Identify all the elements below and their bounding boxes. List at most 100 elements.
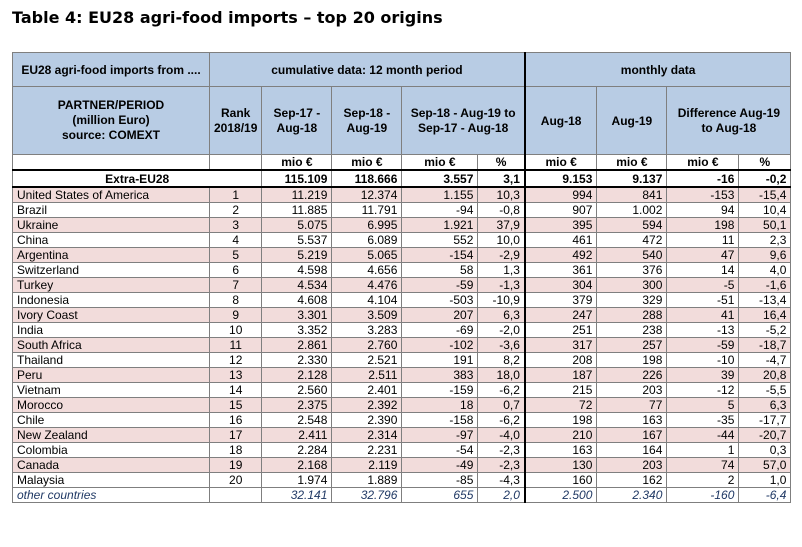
country-value: 2.861 xyxy=(261,337,333,353)
country-value: 10,4 xyxy=(738,202,792,218)
country-value: -6,2 xyxy=(477,412,526,428)
extra-eu28-value: -16 xyxy=(666,169,740,188)
country-name: Chile xyxy=(12,412,210,428)
country-value: 207 xyxy=(401,307,479,323)
country-rank: 3 xyxy=(208,217,263,233)
extra-eu28-row: Extra-EU28 115.109 118.666 3.557 3,1 9.153 9.1… xyxy=(11,169,792,188)
country-value: 5.219 xyxy=(261,247,333,263)
country-value: 208 xyxy=(523,352,598,368)
rank-header: Rank 2018/19 xyxy=(208,86,263,155)
country-value: -503 xyxy=(401,292,479,308)
country-value: -5,2 xyxy=(738,322,792,338)
partner-line-1: PARTNER/PERIOD xyxy=(57,98,165,112)
country-value: 11 xyxy=(666,232,740,248)
country-value: -94 xyxy=(401,202,479,218)
country-value: 841 xyxy=(596,186,668,203)
country-value: 317 xyxy=(523,337,598,353)
country-value: 72 xyxy=(523,397,598,413)
unit-label: % xyxy=(738,154,792,171)
table-row: Turkey 7 4.534 4.476 -59 -1,3 304 300 -5 -1,6 xyxy=(12,277,792,293)
country-rank: 13 xyxy=(208,367,263,383)
country-value: 2.560 xyxy=(261,382,333,398)
table-row: Vietnam 14 2.560 2.401 -159 -6,2 215 203 -12 -5,5 xyxy=(12,382,792,398)
country-value: 58 xyxy=(401,262,479,278)
country-value: 1.921 xyxy=(401,217,479,233)
extra-eu28-value: 9.153 xyxy=(523,169,598,188)
country-value: 238 xyxy=(596,322,668,338)
country-value: 257 xyxy=(596,337,668,353)
country-value: 1,3 xyxy=(477,262,526,278)
other-countries-value: -6,4 xyxy=(738,487,792,503)
country-value: -159 xyxy=(401,382,479,398)
rank-line-2: 2018/19 xyxy=(214,120,258,135)
country-rank: 15 xyxy=(208,397,263,413)
imports-table: EU28 agri-food imports from .... cumulat… xyxy=(11,52,792,503)
country-rank: 8 xyxy=(208,292,263,308)
country-value: -4,7 xyxy=(738,352,792,368)
country-value: 361 xyxy=(523,262,598,278)
country-value: 4.534 xyxy=(261,277,333,293)
country-value: 594 xyxy=(596,217,668,233)
country-value: 2.390 xyxy=(331,412,403,428)
country-value: 383 xyxy=(401,367,479,383)
country-rank: 12 xyxy=(208,352,263,368)
other-countries-label: other countries xyxy=(12,487,210,503)
country-value: -51 xyxy=(666,292,740,308)
country-value: 198 xyxy=(523,412,598,428)
country-value: 50,1 xyxy=(738,217,792,233)
country-value: 210 xyxy=(523,427,598,443)
country-value: -5 xyxy=(666,277,740,293)
extra-eu28-value: 3,1 xyxy=(477,169,526,188)
unit-spacer xyxy=(12,154,210,171)
country-value: 994 xyxy=(523,186,598,203)
country-value: 163 xyxy=(523,442,598,458)
country-value: 4.656 xyxy=(331,262,403,278)
country-value: -49 xyxy=(401,457,479,473)
country-value: 6,3 xyxy=(477,307,526,323)
country-rank: 17 xyxy=(208,427,263,443)
country-value: 2.128 xyxy=(261,367,333,383)
country-value: 1 xyxy=(666,442,740,458)
unit-label: mio € xyxy=(331,154,403,171)
country-value: 2.375 xyxy=(261,397,333,413)
unit-label: mio € xyxy=(523,154,598,171)
country-value: 2.284 xyxy=(261,442,333,458)
country-value: 379 xyxy=(523,292,598,308)
table-row: Argentina 5 5.219 5.065 -154 -2,9 492 540 47 9,6 xyxy=(12,247,792,263)
table-row: Chile 16 2.548 2.390 -158 -6,2 198 163 -35 -17,7 xyxy=(12,412,792,428)
country-value: -2,9 xyxy=(477,247,526,263)
country-rank: 19 xyxy=(208,457,263,473)
country-name: India xyxy=(12,322,210,338)
col-change-header: Sep-18 - Aug-19 to Sep-17 - Aug-18 xyxy=(401,86,526,155)
country-value: -59 xyxy=(401,277,479,293)
country-value: 20,8 xyxy=(738,367,792,383)
partner-line-3: source: COMEXT xyxy=(61,128,160,142)
country-value: 191 xyxy=(401,352,479,368)
country-value: 329 xyxy=(596,292,668,308)
country-value: 14 xyxy=(666,262,740,278)
unit-label: mio € xyxy=(596,154,668,171)
country-name: New Zealand xyxy=(12,427,210,443)
country-value: 300 xyxy=(596,277,668,293)
partner-line-2: (million Euro) xyxy=(72,113,150,127)
country-value: 907 xyxy=(523,202,598,218)
country-value: 251 xyxy=(523,322,598,338)
country-value: 74 xyxy=(666,457,740,473)
country-name: Ukraine xyxy=(12,217,210,233)
country-value: 203 xyxy=(596,457,668,473)
country-value: -10 xyxy=(666,352,740,368)
country-value: 472 xyxy=(596,232,668,248)
table-row: Thailand 12 2.330 2.521 191 8,2 208 198 -10 -4,7 xyxy=(12,352,792,368)
country-value: 11.791 xyxy=(331,202,403,218)
country-value: -2,3 xyxy=(477,457,526,473)
country-name: Peru xyxy=(12,367,210,383)
country-name: United States of America xyxy=(12,186,210,203)
country-value: 226 xyxy=(596,367,668,383)
partner-period-header: PARTNER/PERIOD (million Euro) source: CO… xyxy=(12,86,210,155)
country-value: 203 xyxy=(596,382,668,398)
country-value: 0,7 xyxy=(477,397,526,413)
country-value: -17,7 xyxy=(738,412,792,428)
country-value: 57,0 xyxy=(738,457,792,473)
other-countries-value: 2.340 xyxy=(596,487,668,503)
country-value: -5,5 xyxy=(738,382,792,398)
